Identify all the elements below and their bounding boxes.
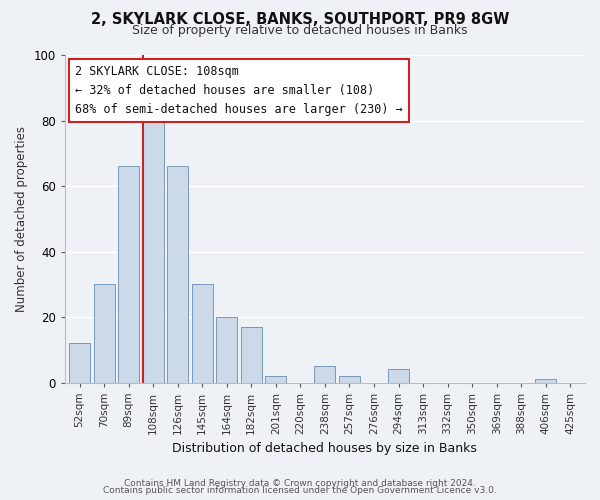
Bar: [192, 284, 212, 382]
Bar: [217, 317, 237, 382]
Bar: [167, 166, 188, 382]
X-axis label: Distribution of detached houses by size in Banks: Distribution of detached houses by size …: [172, 442, 478, 455]
Bar: [265, 376, 286, 382]
Text: Size of property relative to detached houses in Banks: Size of property relative to detached ho…: [132, 24, 468, 37]
Bar: [339, 376, 360, 382]
Bar: [118, 166, 139, 382]
Text: Contains HM Land Registry data © Crown copyright and database right 2024.: Contains HM Land Registry data © Crown c…: [124, 478, 476, 488]
Bar: [314, 366, 335, 382]
Text: 2, SKYLARK CLOSE, BANKS, SOUTHPORT, PR9 8GW: 2, SKYLARK CLOSE, BANKS, SOUTHPORT, PR9 …: [91, 12, 509, 28]
Text: 2 SKYLARK CLOSE: 108sqm
← 32% of detached houses are smaller (108)
68% of semi-d: 2 SKYLARK CLOSE: 108sqm ← 32% of detache…: [75, 65, 403, 116]
Bar: [241, 327, 262, 382]
Bar: [535, 379, 556, 382]
Bar: [143, 104, 164, 382]
Y-axis label: Number of detached properties: Number of detached properties: [15, 126, 28, 312]
Bar: [94, 284, 115, 382]
Bar: [388, 370, 409, 382]
Bar: [69, 343, 90, 382]
Text: Contains public sector information licensed under the Open Government Licence v3: Contains public sector information licen…: [103, 486, 497, 495]
